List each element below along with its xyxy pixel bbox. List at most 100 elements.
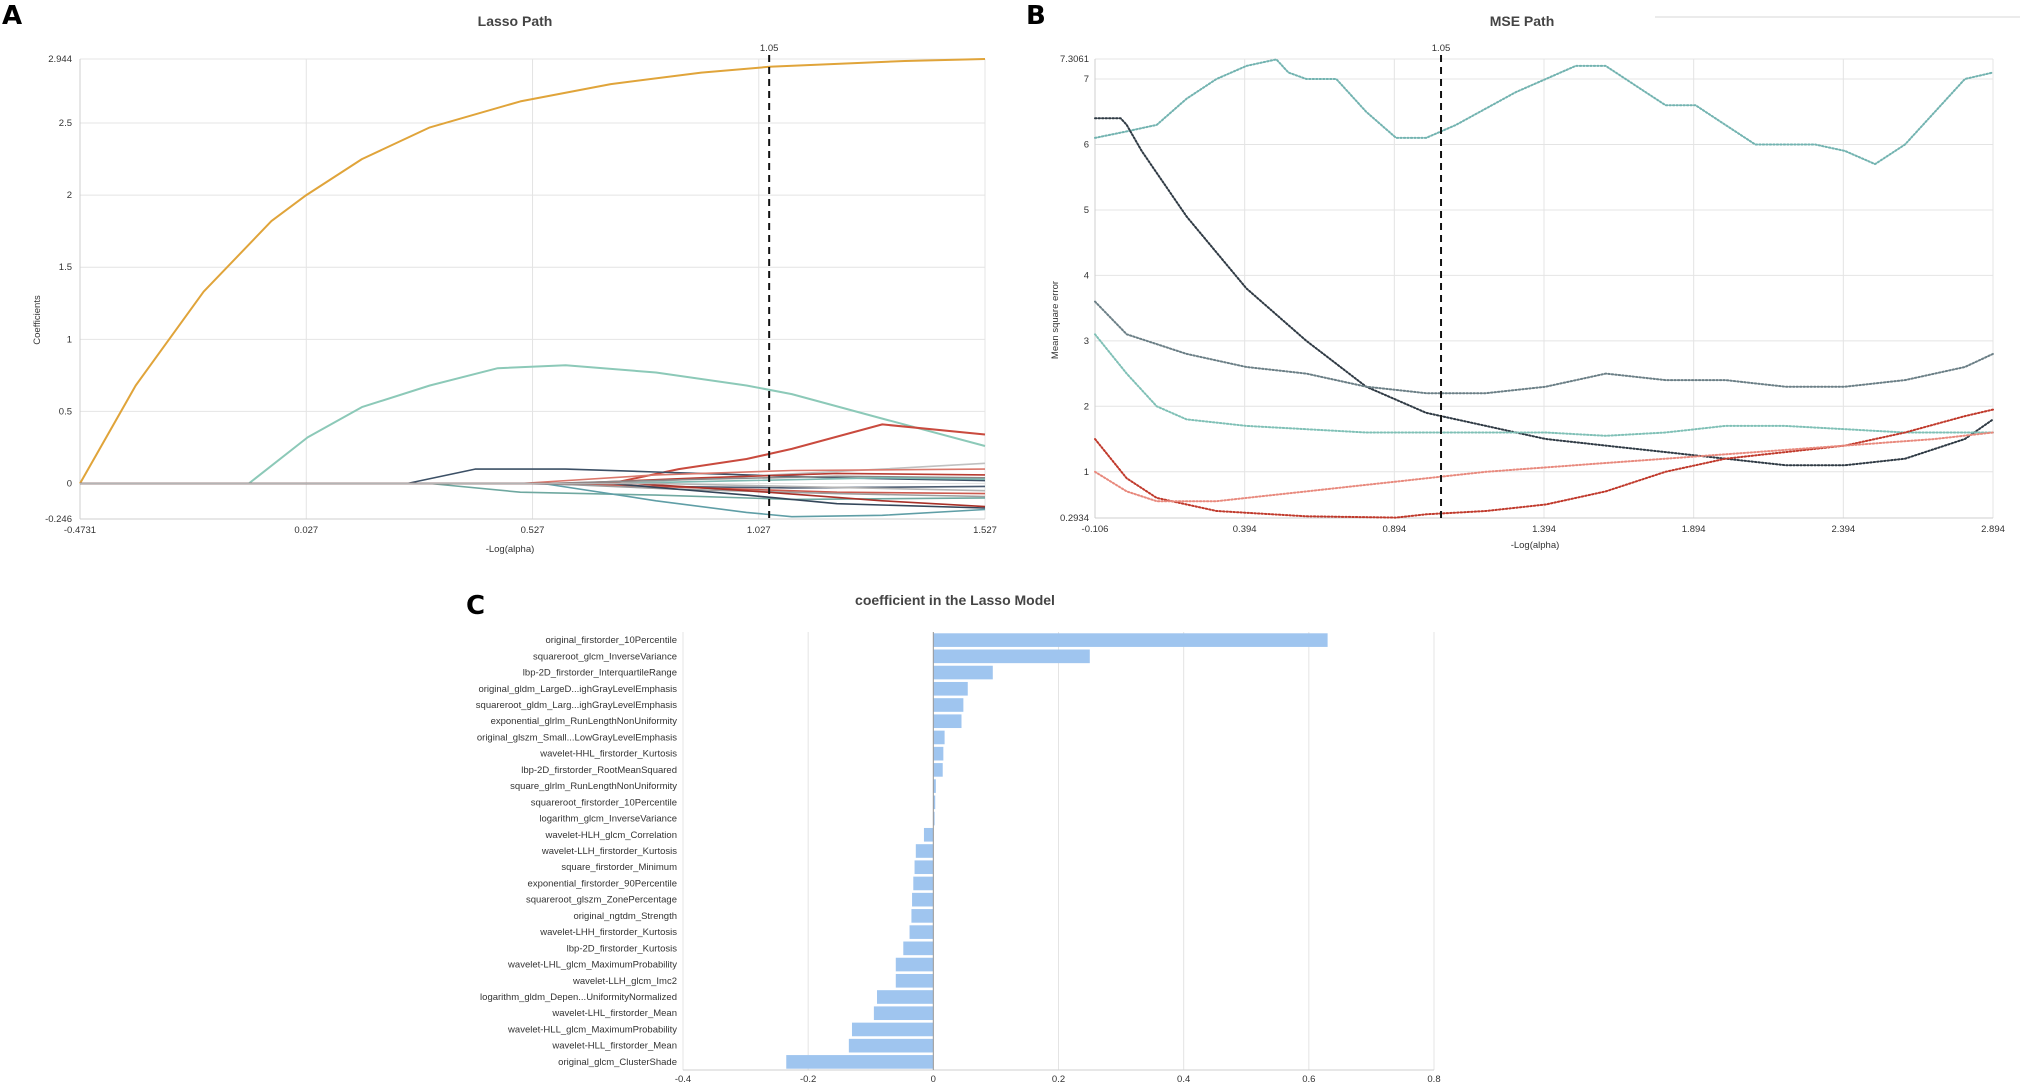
feature-label: original_ngtdm_Strength — [573, 911, 677, 922]
y-tick-label: 0.2934 — [1060, 513, 1089, 524]
x-tick-label: 1.394 — [1532, 524, 1556, 535]
coefficient-bar — [933, 795, 936, 810]
x-tick-label: 0.527 — [521, 525, 545, 536]
mse-path-title: MSE Path — [1490, 13, 1555, 29]
coefficient-bar — [913, 876, 934, 891]
coefficient-ticks: -0.4 -0.2 0 0.2 0.4 0.6 0.8 — [675, 1074, 1441, 1085]
feature-label: wavelet-HHL_firstorder_Kurtosis — [539, 749, 677, 760]
coefficient-bar — [786, 1055, 934, 1069]
coefficient-bar — [933, 698, 964, 712]
coefficient-bar — [914, 860, 934, 875]
feature-label: squareroot_glcm_InverseVariance — [533, 651, 677, 662]
mse-path-ylabel: Mean square error — [1050, 281, 1061, 359]
mse-path-chart: MSE Path -0.106 0.394 0.894 1.394 1.894 2.394… — [1050, 13, 2005, 551]
x-tick-label: 1.894 — [1682, 524, 1706, 535]
y-tick-label: 2 — [1084, 401, 1089, 412]
x-tick-label: 0.6 — [1302, 1074, 1315, 1085]
x-tick-label: 0.027 — [294, 525, 318, 536]
feature-label: wavelet-LHH_firstorder_Kurtosis — [539, 927, 677, 938]
coefficient-bar — [903, 941, 934, 956]
feature-label: wavelet-HLL_firstorder_Mean — [551, 1041, 677, 1052]
x-tick-label: -0.4 — [675, 1074, 691, 1085]
mse-path-series — [1094, 55, 1994, 519]
panel-letter-b: B — [1026, 1, 1046, 31]
feature-label: lbp-2D_firstorder_Kurtosis — [567, 943, 678, 954]
coefficient-bar — [933, 746, 944, 761]
lasso-path-series — [79, 55, 986, 519]
top-right-bar — [1655, 10, 2020, 18]
x-tick-label: 0.4 — [1177, 1074, 1190, 1085]
x-tick-label: 1.027 — [747, 525, 771, 536]
y-tick-label: 2.5 — [59, 118, 72, 129]
x-tick-label: -0.106 — [1082, 524, 1109, 535]
feature-label: wavelet-LLH_firstorder_Kurtosis — [541, 846, 677, 857]
coefficient-bar — [923, 827, 934, 842]
feature-label: wavelet-HLL_glcm_MaximumProbability — [507, 1024, 677, 1035]
x-tick-label: 0.394 — [1233, 524, 1257, 535]
series-line-fold-red-dark — [1094, 408, 1994, 519]
lasso-path-title: Lasso Path — [478, 13, 553, 29]
coefficient-bar — [933, 763, 943, 777]
coefficient-bar — [909, 925, 934, 939]
x-tick-label: 0.2 — [1052, 1074, 1065, 1085]
y-tick-label: 4 — [1084, 270, 1089, 281]
series-line-grey-4 — [80, 482, 986, 492]
coefficient-bar — [915, 844, 934, 858]
y-tick-label: 1 — [67, 334, 72, 345]
mse-path-grid — [1094, 58, 1994, 519]
feature-label: lbp-2D_firstorder_RootMeanSquared — [521, 765, 677, 776]
lasso-path-grid — [79, 58, 986, 520]
feature-label: squareroot_firstorder_10Percentile — [531, 797, 677, 808]
series-line-fold-top — [1094, 58, 1994, 166]
coefficient-grid — [682, 632, 1435, 1071]
lasso-path-ylabel: Coefficients — [32, 295, 43, 345]
feature-label: wavelet-HLH_glcm_Correlation — [545, 830, 677, 841]
coefficient-bar — [873, 1006, 934, 1021]
coefficient-bar — [933, 730, 945, 745]
y-tick-label: 0 — [67, 479, 72, 490]
series-line-fold-grey — [1094, 300, 1994, 395]
y-tick-label: 3 — [1084, 336, 1089, 347]
coefficient-bar — [851, 1022, 934, 1037]
coefficient-bar — [895, 957, 934, 972]
coefficient-bar — [912, 892, 934, 907]
coefficient-bar — [848, 1038, 934, 1053]
coefficient-bar — [933, 649, 1090, 664]
y-tick-label: 2 — [67, 190, 72, 201]
coefficient-bar — [933, 633, 1328, 647]
feature-label: lbp-2D_firstorder_InterquartileRange — [523, 668, 677, 679]
y-tick-label: -0.246 — [45, 514, 72, 525]
series-line-orange — [79, 58, 986, 484]
feature-label: original_gldm_LargeD...ighGrayLevelEmpha… — [478, 684, 677, 695]
feature-label: square_firstorder_Minimum — [561, 862, 677, 873]
y-tick-label: 7 — [1084, 74, 1089, 85]
x-tick-label: 0.8 — [1427, 1074, 1440, 1085]
coefficient-bar — [933, 779, 936, 793]
y-tick-label: 1 — [1084, 467, 1089, 478]
lasso-path-xlabel: -Log(alpha) — [486, 544, 535, 555]
feature-label: logarithm_gldm_Depen...UniformityNormali… — [480, 992, 677, 1003]
coefficient-chart-title: coefficient in the Lasso Model — [855, 592, 1055, 608]
x-tick-label: 0 — [931, 1074, 936, 1085]
coefficient-bar — [895, 973, 934, 988]
series-line-fold-red-light — [1094, 431, 1994, 503]
y-tick-label: 5 — [1084, 205, 1089, 216]
feature-label: exponential_firstorder_90Percentile — [528, 878, 677, 889]
panel-letter-a: A — [2, 1, 22, 31]
coefficient-bar-chart: coefficient in the Lasso Model original_… — [476, 592, 1441, 1085]
x-tick-label: -0.2 — [800, 1074, 816, 1085]
coefficient-bar — [911, 909, 934, 923]
coefficient-labels: original_firstorder_10Percentile squarero… — [476, 635, 677, 1068]
coefficient-bar — [933, 681, 968, 696]
feature-label: wavelet-LHL_glcm_MaximumProbability — [507, 960, 677, 971]
panel-letter-c: C — [466, 591, 485, 621]
mse-path-xlabel: -Log(alpha) — [1511, 540, 1560, 551]
coefficient-bar — [933, 665, 993, 680]
lasso-path-chart: Lasso Path -0.4731 0.027 0.527 1.027 1.527 2.… — [32, 13, 997, 555]
y-tick-label: 2.944 — [48, 54, 72, 65]
coefficient-bars — [786, 632, 1328, 1070]
coefficient-bar — [933, 714, 962, 729]
y-tick-label: 0.5 — [59, 406, 72, 417]
series-line-fold-black — [1094, 117, 1994, 467]
